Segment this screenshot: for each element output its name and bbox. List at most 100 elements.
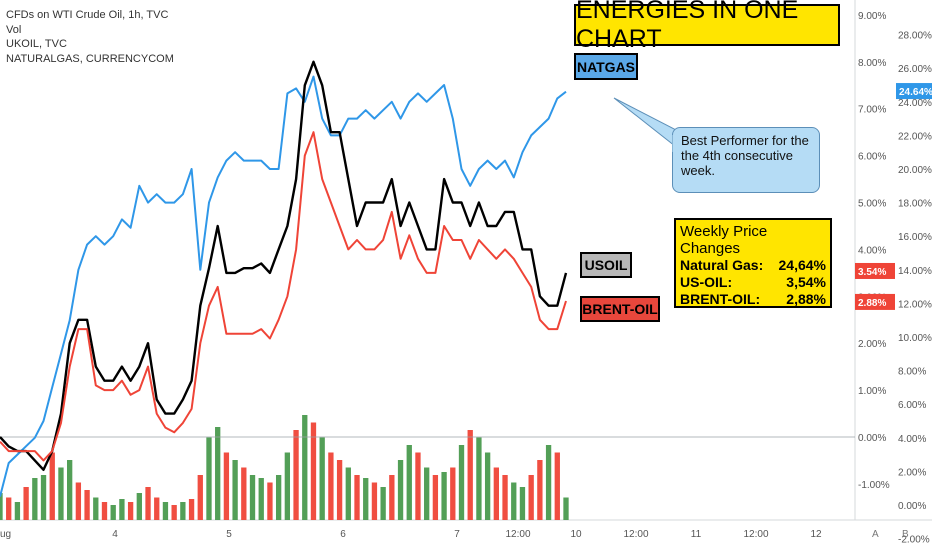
volume-bar [171, 505, 177, 520]
volume-bar [23, 487, 29, 520]
volume-bar [519, 487, 526, 520]
brent-price-tag-bg [855, 293, 895, 310]
volume-bar [75, 482, 82, 520]
volume-bar [502, 475, 508, 520]
left-axis-tick-label: -1.00% [858, 480, 890, 491]
volume-bar [484, 452, 491, 520]
change-name: Natural Gas: [680, 257, 764, 273]
natgas-series-line [0, 75, 567, 497]
volume-bar [511, 482, 517, 520]
volume-bar [363, 478, 369, 520]
right-axis-tick-label: 24.00% [898, 98, 932, 109]
x-axis-tick-label: 10 [570, 529, 582, 540]
x-axis-tick-label: 12 [810, 529, 822, 540]
volume-bar [458, 445, 465, 520]
axis-a-button[interactable]: A [872, 529, 879, 540]
left-axis-tick-label: 9.00% [858, 11, 886, 22]
natgas-price-tag: 24.64% [899, 87, 932, 98]
change-value: 3,54% [786, 274, 826, 290]
left-axis-tick-label: 1.00% [858, 386, 886, 397]
volume-bar [389, 475, 395, 520]
volume-bar [136, 493, 142, 520]
usoil-price-tag: 3.54% [858, 267, 886, 278]
volume-bar [40, 475, 47, 520]
legend-volume[interactable]: Vol [6, 23, 22, 36]
volume-bar [432, 475, 439, 520]
left-axis-tick-label: 8.00% [858, 58, 886, 69]
change-value: 2,88% [786, 291, 826, 307]
volume-bar [49, 452, 55, 520]
right-axis-tick-label: 6.00% [898, 400, 926, 411]
weekly-changes-panel: Weekly Price Changes Natural Gas: 24,64%… [674, 218, 832, 308]
volume-bar [232, 460, 238, 520]
volume-bar [67, 460, 73, 520]
x-axis-tick-label: 5 [226, 529, 232, 540]
change-row-usoil: US-OIL: 3,54% [680, 274, 826, 291]
volume-bar [476, 437, 482, 520]
left-axis-tick-label: 6.00% [858, 152, 886, 163]
brent-price-tag: 2.88% [858, 298, 886, 309]
left-axis-tick-label: 2.00% [858, 339, 886, 350]
volume-bar [101, 502, 108, 520]
volume-bar [424, 467, 430, 520]
volume-bar [537, 460, 543, 520]
volume-bar [319, 437, 325, 520]
volume-bar [493, 467, 499, 520]
volume-bar [450, 467, 456, 520]
usoil-price-tag-bg [855, 262, 895, 279]
volume-bar [528, 475, 534, 520]
volume-bar [180, 502, 186, 520]
right-axis-tick-label: 22.00% [898, 131, 932, 142]
volume-bar [302, 415, 308, 520]
change-value: 24,64% [778, 257, 826, 273]
volume-bar [284, 452, 291, 520]
right-axis-tick-label: 26.00% [898, 64, 932, 75]
legend-naturalgas[interactable]: NATURALGAS, CURRENCYCOM [6, 52, 174, 65]
volume-bar [328, 452, 334, 520]
right-axis-tick-label: 0.00% [898, 501, 926, 512]
right-axis-tick-label: 2.00% [898, 467, 926, 478]
volume-bar [354, 475, 360, 520]
change-name: BRENT-OIL: [680, 291, 761, 307]
volume-bar [215, 427, 221, 520]
axis-b-button[interactable]: B [902, 529, 909, 540]
volume-bar [223, 452, 230, 520]
usoil-label: USOIL [580, 252, 632, 278]
volume-bar [249, 475, 256, 520]
volume-bar [32, 478, 38, 520]
x-axis-tick-label: ug [0, 529, 11, 540]
right-axis-tick-label: 20.00% [898, 165, 932, 176]
volume-bar [197, 475, 203, 520]
legend-main-symbol[interactable]: CFDs on WTI Crude Oil, 1h, TVC [6, 9, 169, 21]
right-axis-tick-label: 14.00% [898, 266, 932, 277]
volume-bar [154, 497, 160, 520]
volume-bar [415, 452, 421, 520]
right-axis-tick-label: 16.00% [898, 232, 932, 243]
volume-bar [441, 472, 447, 520]
change-row-natgas: Natural Gas: 24,64% [680, 257, 826, 274]
right-axis-tick-label: 12.00% [898, 299, 932, 310]
x-axis-tick-label: 12:00 [623, 529, 648, 540]
volume-bar [258, 478, 264, 520]
left-axis-tick-label: 4.00% [858, 245, 886, 256]
volume-bar [267, 482, 273, 520]
natgas-price-tag-bg [896, 83, 932, 100]
volume-bar [380, 487, 386, 520]
volume-bar [93, 497, 99, 520]
weekly-changes-header: Weekly Price Changes [680, 223, 768, 257]
left-axis-tick-label: 0.00% [858, 433, 886, 444]
right-axis-tick-label: -2.00% [898, 535, 930, 546]
x-axis-tick-label: 4 [112, 529, 118, 540]
x-axis-tick-label: 12:00 [505, 529, 530, 540]
volume-bar [345, 467, 351, 520]
volume-bar [119, 499, 125, 520]
volume-bar [6, 497, 12, 520]
volume-bar [14, 502, 21, 520]
legend-ukoil[interactable]: UKOIL, TVC [6, 38, 67, 50]
volume-bar [336, 460, 343, 520]
change-row-brent: BRENT-OIL: 2,88% [680, 291, 826, 308]
volume-bar [397, 460, 404, 520]
x-axis-tick-label: 12:00 [743, 529, 768, 540]
volume-bar [563, 497, 569, 520]
